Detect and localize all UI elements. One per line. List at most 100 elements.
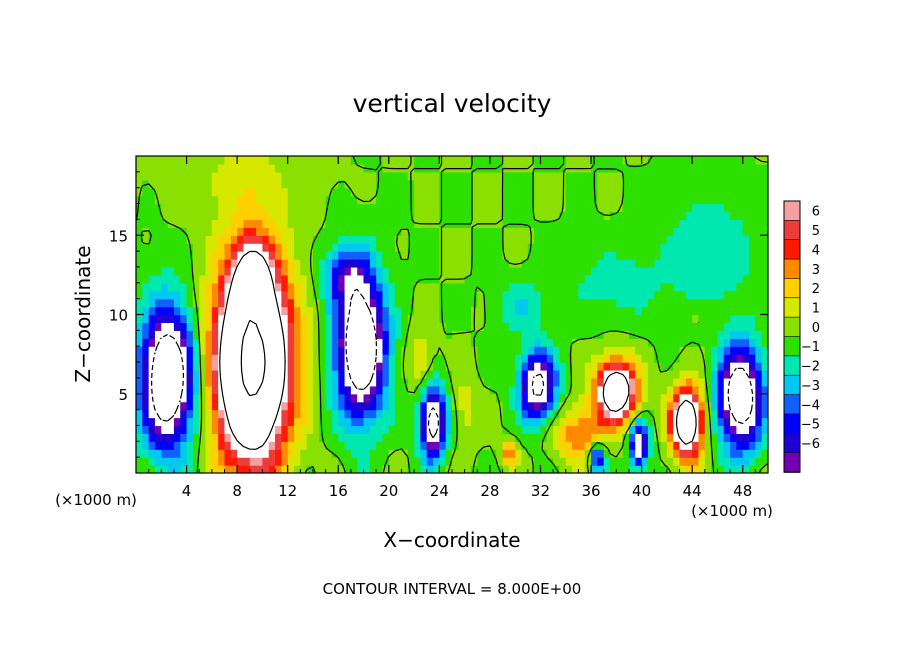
heat-cell	[673, 425, 681, 434]
heat-cell	[534, 274, 542, 284]
heat-cell	[205, 243, 213, 252]
heat-cell	[736, 457, 744, 466]
heat-cell	[521, 306, 529, 316]
heat-cell	[736, 338, 744, 347]
heat-cell	[660, 417, 668, 427]
heat-cell	[237, 203, 245, 213]
heat-cell	[496, 362, 504, 371]
heat-cell	[572, 346, 579, 355]
heat-cell	[654, 433, 662, 442]
heat-cell	[610, 187, 617, 197]
heat-cell	[591, 314, 598, 324]
heat-cell	[369, 251, 377, 260]
heat-cell	[237, 417, 245, 427]
heat-cell	[755, 401, 763, 411]
heat-cell	[142, 163, 150, 173]
heat-cell	[534, 377, 542, 387]
heat-cell	[502, 156, 510, 165]
heat-cell	[294, 322, 301, 331]
heat-cell	[319, 354, 327, 363]
heat-cell	[136, 362, 143, 371]
heat-cell	[685, 425, 693, 434]
heat-cell	[230, 401, 238, 411]
heat-cell	[439, 282, 447, 292]
heat-cell	[319, 377, 327, 387]
heat-cell	[268, 243, 276, 252]
heat-cell	[376, 171, 384, 181]
heat-cell	[565, 362, 573, 371]
heat-cell	[508, 441, 516, 450]
heat-cell	[610, 211, 617, 221]
heat-cell	[382, 243, 390, 252]
heat-cell	[344, 385, 352, 395]
heat-cell	[439, 243, 447, 252]
heat-cell	[489, 290, 497, 300]
heat-cell	[192, 425, 200, 434]
heat-cell	[496, 274, 504, 284]
heat-cell	[249, 298, 257, 308]
heat-cell	[186, 290, 194, 300]
heat-cell	[312, 401, 320, 411]
heat-cell	[641, 393, 649, 403]
heat-cell	[192, 314, 200, 324]
heat-cell	[319, 330, 327, 339]
heat-cell	[635, 354, 643, 363]
heat-cell	[199, 449, 207, 458]
heat-cell	[534, 156, 542, 165]
heat-cell	[603, 211, 611, 221]
heat-cell	[148, 330, 156, 339]
heat-cell	[312, 362, 320, 371]
heat-cell	[369, 393, 377, 403]
heat-cell	[224, 377, 232, 387]
heat-cell	[540, 203, 548, 213]
heat-cell	[281, 235, 289, 244]
heat-cell	[647, 211, 655, 221]
heat-cell	[218, 156, 226, 165]
heat-cell	[749, 266, 756, 276]
heat-cell	[534, 465, 542, 473]
heat-cell	[527, 171, 535, 181]
heat-cell	[578, 219, 586, 228]
heat-cell	[723, 346, 731, 355]
heat-cell	[357, 338, 365, 347]
heat-cell	[426, 449, 434, 458]
heat-cell	[534, 179, 542, 189]
heat-cell	[199, 338, 207, 347]
heat-cell	[736, 417, 744, 427]
heat-cell	[395, 203, 403, 213]
heat-cell	[483, 449, 491, 458]
heat-cell	[344, 227, 352, 236]
heat-cell	[749, 314, 756, 324]
heat-cell	[534, 322, 542, 331]
heat-cell	[426, 314, 434, 324]
heat-cell	[666, 377, 674, 387]
heat-cell	[692, 187, 700, 197]
heat-cell	[622, 251, 630, 260]
heat-cell	[717, 417, 725, 427]
heat-cell	[723, 369, 731, 379]
heat-cell	[749, 203, 756, 213]
heat-cell	[192, 346, 200, 355]
heat-cell	[692, 306, 700, 316]
heat-cell	[477, 290, 485, 300]
heat-cell	[546, 306, 554, 316]
heat-cell	[553, 330, 561, 339]
heat-cell	[749, 441, 756, 450]
heat-cell	[647, 219, 655, 228]
heat-cell	[692, 393, 700, 403]
heat-cell	[325, 259, 333, 268]
heat-cell	[237, 369, 245, 379]
heat-cell	[294, 219, 301, 228]
heat-cell	[407, 314, 415, 324]
heat-cell	[382, 322, 390, 331]
heat-cell	[312, 425, 320, 434]
heat-cell	[268, 433, 276, 442]
heat-cell	[591, 298, 598, 308]
heat-cell	[180, 409, 188, 419]
heat-cell	[414, 171, 421, 181]
heat-cell	[755, 203, 763, 213]
heat-cell	[489, 195, 497, 205]
heat-cell	[477, 227, 485, 236]
heat-cell	[262, 211, 270, 221]
heat-cell	[730, 330, 737, 339]
